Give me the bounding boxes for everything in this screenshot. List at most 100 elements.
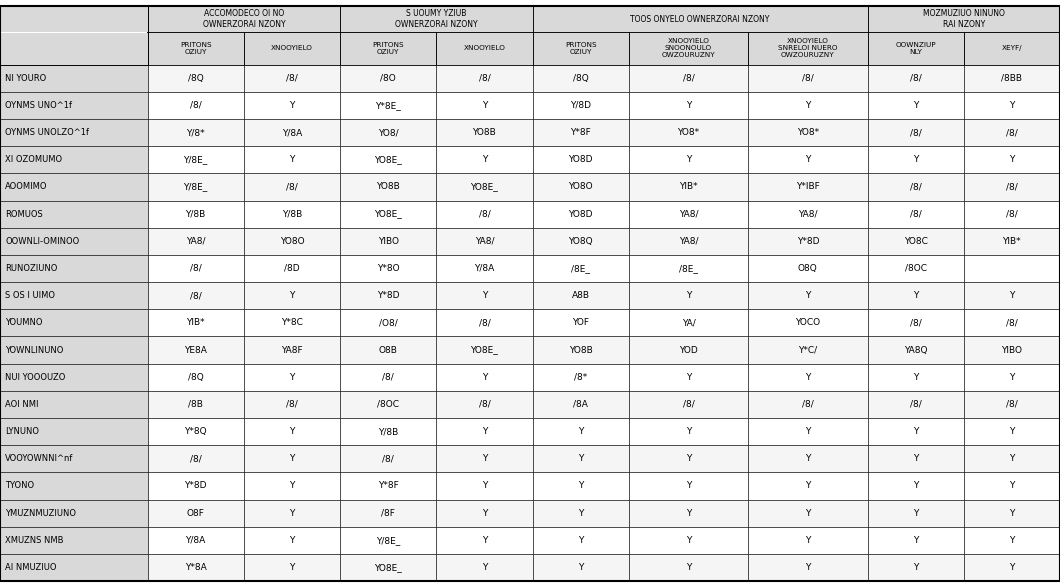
Bar — [437, 309, 532, 336]
Text: Y: Y — [481, 101, 488, 110]
Text: YO8D: YO8D — [568, 210, 593, 218]
Text: /8/: /8/ — [1006, 210, 1018, 218]
Bar — [0, 6, 147, 32]
Bar — [964, 309, 1060, 336]
Bar — [0, 418, 147, 445]
Text: Y: Y — [686, 481, 691, 491]
Text: YIB*: YIB* — [1003, 237, 1021, 246]
Bar — [0, 255, 147, 282]
Text: /8/: /8/ — [286, 73, 298, 83]
Text: /8/: /8/ — [909, 210, 921, 218]
Bar — [532, 445, 629, 473]
Text: OYNMS UNO^1f: OYNMS UNO^1f — [5, 101, 72, 110]
Bar — [437, 554, 532, 581]
Bar — [964, 445, 1060, 473]
Text: Y: Y — [481, 155, 488, 164]
Bar — [629, 201, 748, 228]
Bar — [532, 119, 629, 146]
Bar — [340, 6, 532, 32]
Text: Y: Y — [686, 454, 691, 463]
Text: Y/8A: Y/8A — [186, 536, 206, 545]
Bar — [437, 445, 532, 473]
Bar — [244, 282, 340, 309]
Text: Y/8A: Y/8A — [474, 264, 495, 273]
Bar — [964, 255, 1060, 282]
Bar — [244, 554, 340, 581]
Bar — [964, 173, 1060, 201]
Bar — [629, 146, 748, 173]
Bar — [244, 32, 340, 65]
Text: YO8D: YO8D — [568, 155, 593, 164]
Text: PRITONS
OZIUY: PRITONS OZIUY — [180, 42, 212, 55]
Text: TYONO: TYONO — [5, 481, 34, 491]
Bar — [437, 391, 532, 418]
Bar — [1, 32, 146, 33]
Bar — [147, 65, 244, 92]
Text: Y: Y — [913, 101, 918, 110]
Text: XI OZOMUMO: XI OZOMUMO — [5, 155, 63, 164]
Bar — [244, 255, 340, 282]
Bar — [340, 146, 437, 173]
Bar — [867, 173, 964, 201]
Bar — [0, 32, 147, 65]
Bar — [964, 554, 1060, 581]
Text: /8BB: /8BB — [1002, 73, 1023, 83]
Bar — [748, 146, 867, 173]
Text: Y: Y — [578, 427, 583, 436]
Text: PRITONS
OZIUY: PRITONS OZIUY — [372, 42, 404, 55]
Text: Y: Y — [806, 536, 811, 545]
Bar — [0, 92, 147, 119]
Bar — [532, 6, 867, 32]
Text: /8O: /8O — [381, 73, 396, 83]
Bar — [964, 282, 1060, 309]
Bar — [629, 173, 748, 201]
Text: /8/: /8/ — [383, 373, 394, 382]
Text: Y: Y — [289, 101, 295, 110]
Bar — [532, 32, 629, 65]
Bar — [437, 527, 532, 554]
Text: YA8F: YA8F — [281, 346, 303, 355]
Text: S OS I UIMO: S OS I UIMO — [5, 291, 55, 300]
Text: NI YOURO: NI YOURO — [5, 73, 47, 83]
Text: Y: Y — [481, 291, 488, 300]
Text: Y*8Q: Y*8Q — [184, 427, 207, 436]
Text: /O8/: /O8/ — [378, 318, 398, 328]
Bar — [867, 201, 964, 228]
Bar — [964, 201, 1060, 228]
Text: /8/: /8/ — [190, 264, 201, 273]
Bar — [244, 309, 340, 336]
Bar — [244, 418, 340, 445]
Text: /8/: /8/ — [478, 400, 491, 409]
Bar — [867, 282, 964, 309]
Bar — [629, 32, 748, 65]
Text: Y: Y — [1009, 536, 1014, 545]
Text: YA8/: YA8/ — [678, 210, 699, 218]
Text: YO8O: YO8O — [568, 183, 593, 191]
Text: Y/8D: Y/8D — [570, 101, 591, 110]
Text: Y*8C: Y*8C — [281, 318, 303, 328]
Text: Y/8B: Y/8B — [378, 427, 399, 436]
Text: OOWNZIUP
NLY: OOWNZIUP NLY — [896, 42, 936, 55]
Text: YO8B: YO8B — [569, 346, 593, 355]
Bar — [0, 500, 147, 527]
Bar — [147, 201, 244, 228]
Text: /8/: /8/ — [909, 73, 921, 83]
Bar — [244, 527, 340, 554]
Bar — [867, 255, 964, 282]
Bar — [437, 65, 532, 92]
Text: O8Q: O8Q — [798, 264, 817, 273]
Bar — [340, 445, 437, 473]
Bar — [867, 391, 964, 418]
Bar — [629, 65, 748, 92]
Bar — [748, 473, 867, 500]
Bar — [147, 6, 340, 32]
Text: Y: Y — [913, 481, 918, 491]
Bar — [748, 554, 867, 581]
Text: Y: Y — [289, 454, 295, 463]
Bar — [147, 282, 244, 309]
Text: Y*8F: Y*8F — [377, 481, 399, 491]
Text: Y: Y — [1009, 563, 1014, 572]
Text: TOOS ONYELO OWNERZORAI NZONY: TOOS ONYELO OWNERZORAI NZONY — [631, 15, 770, 23]
Bar — [147, 6, 340, 32]
Text: /8OC: /8OC — [904, 264, 926, 273]
